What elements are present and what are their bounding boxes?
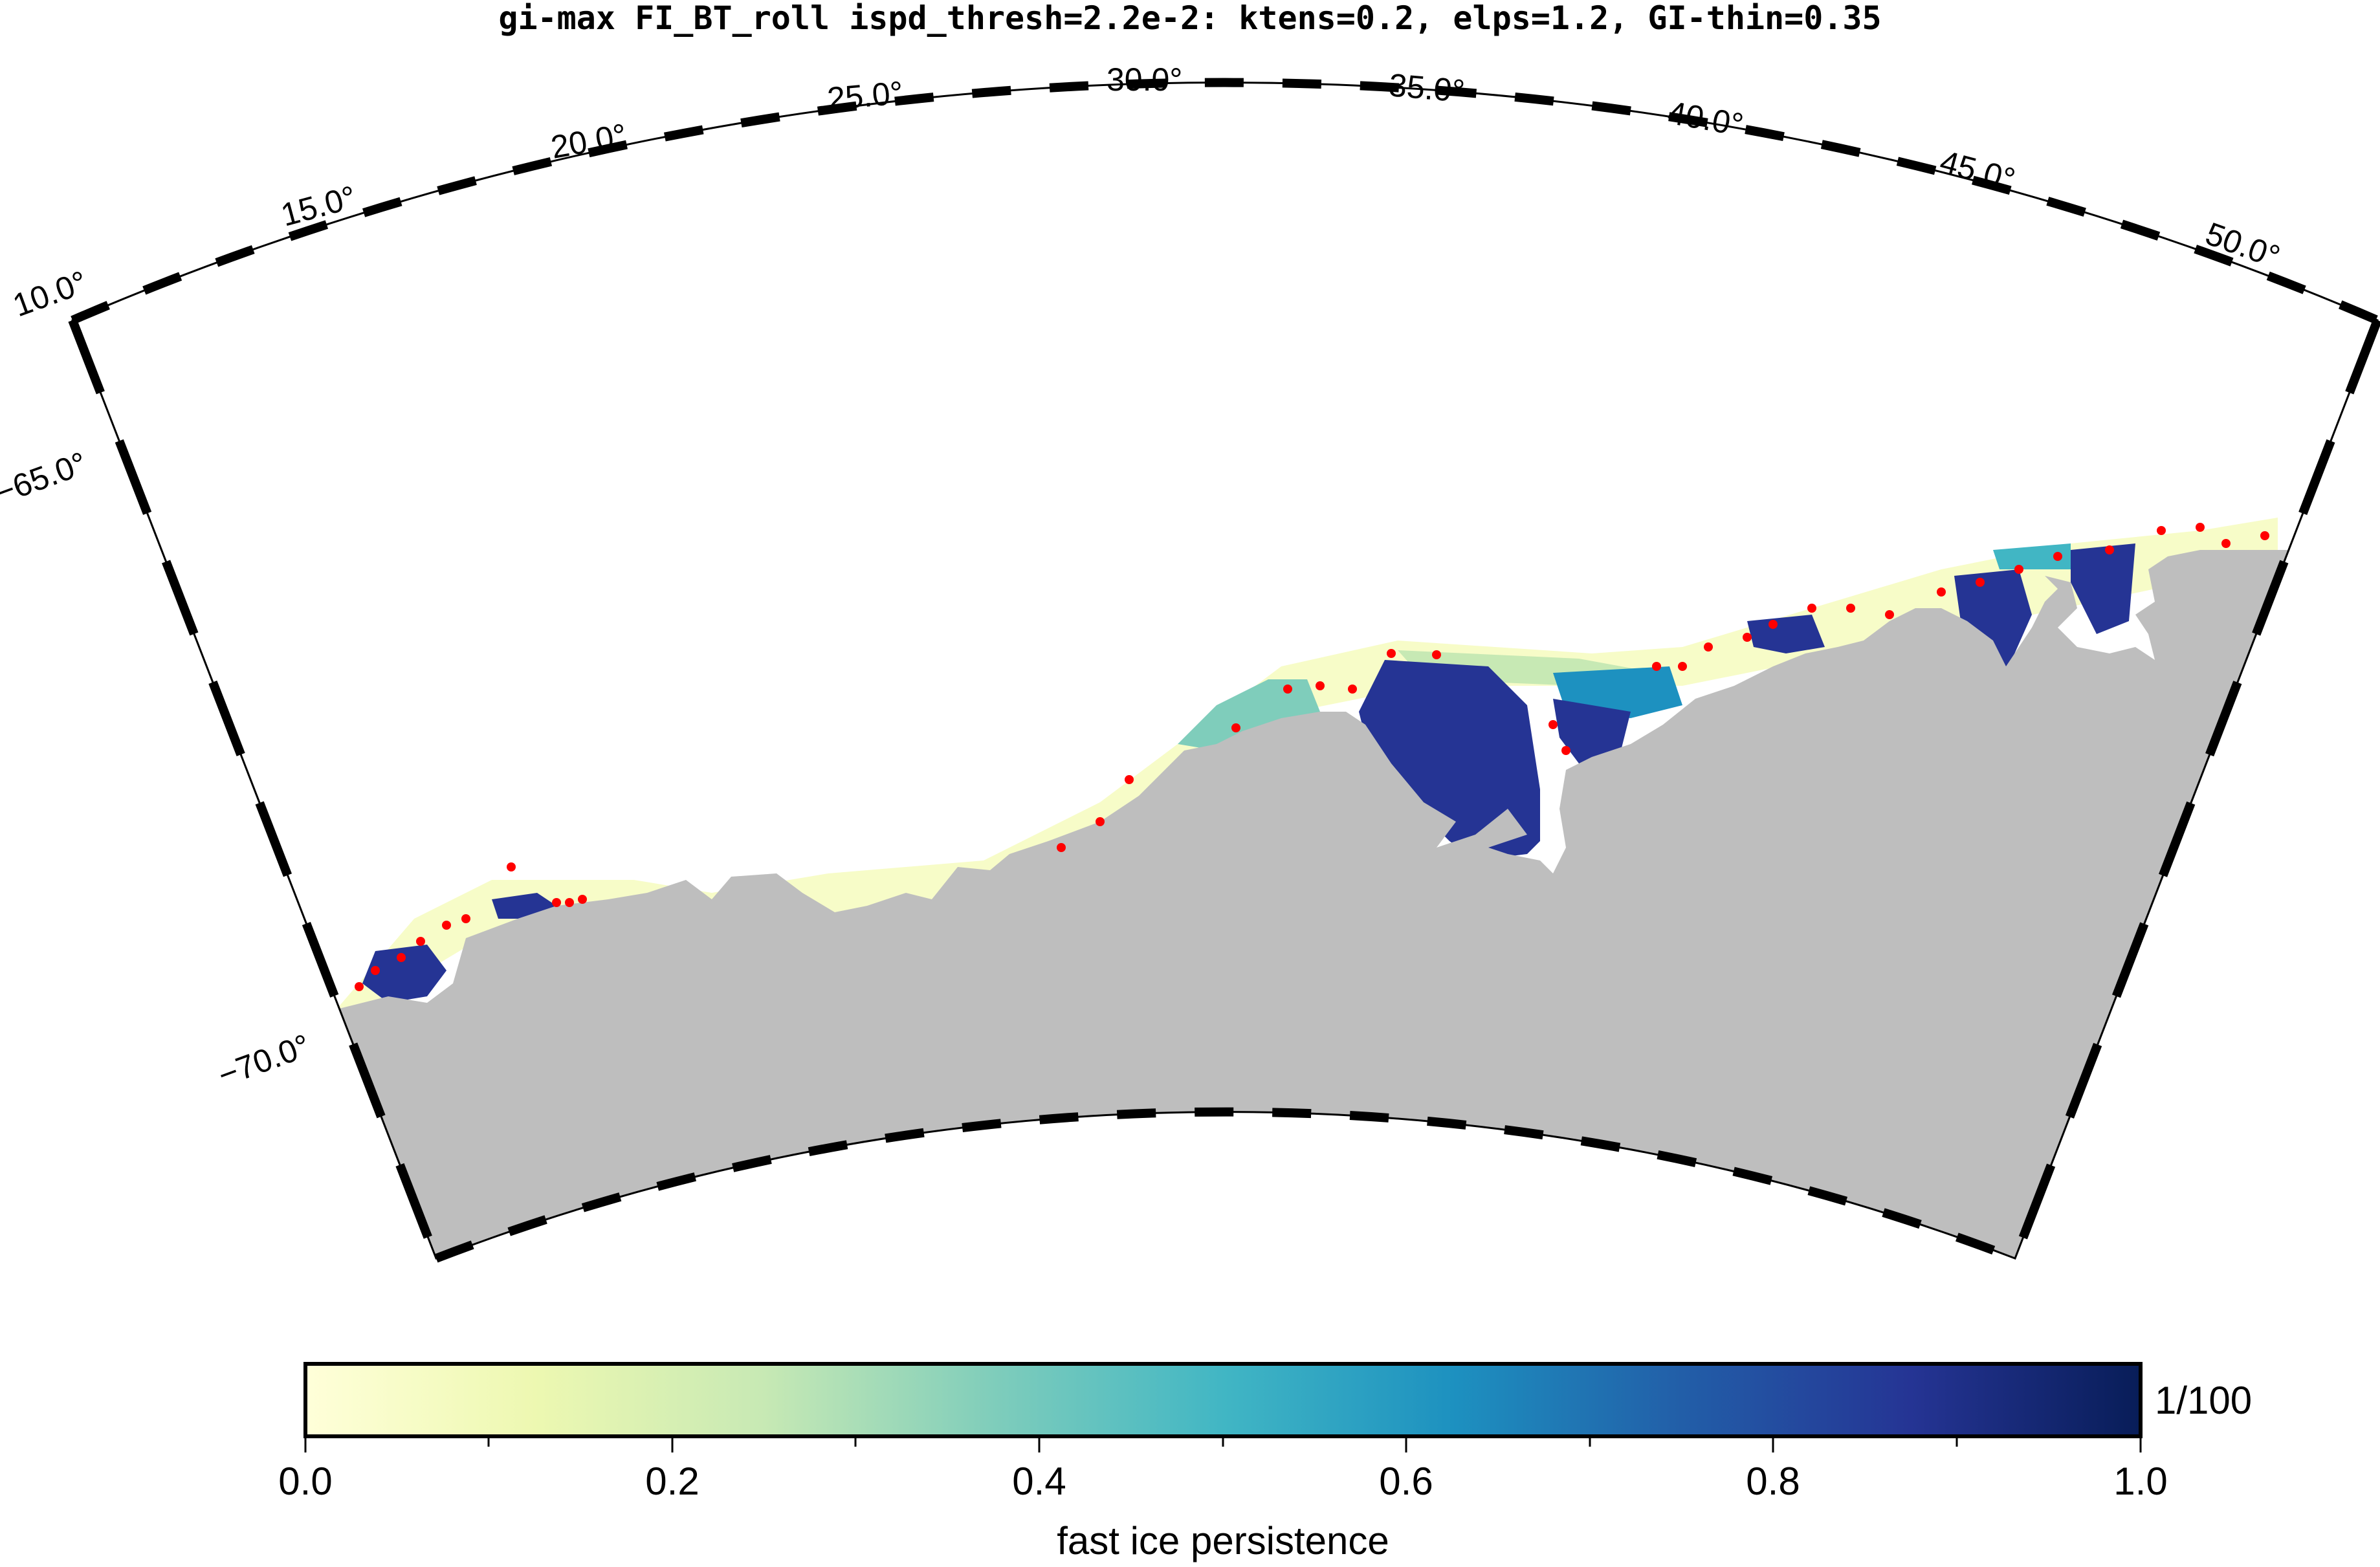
lon-label-25: 25.0°: [826, 74, 905, 117]
colorbar: 0.0 0.2 0.4 0.6 0.8 1.0 1/100 fast ice p…: [278, 1362, 2252, 1562]
iceberg-marker: [1768, 620, 1778, 629]
iceberg-marker: [2014, 565, 2023, 574]
iceberg-marker: [1387, 649, 1396, 658]
fast-ice-highest: [1747, 615, 1825, 653]
iceberg-marker: [1743, 633, 1752, 642]
colorbar-ticks: [304, 1436, 2142, 1452]
lon-label-30: 30.0°: [1107, 61, 1182, 98]
fast-ice-high: [1993, 543, 2071, 569]
iceberg-marker: [578, 895, 587, 904]
iceberg-marker: [1807, 604, 1816, 613]
lon-label-35: 35.0°: [1387, 67, 1466, 109]
map-title: gi-max FI_BT_roll ispd_thresh=2.2e-2: kt…: [498, 0, 1882, 37]
iceberg-marker: [355, 982, 364, 991]
frame-left-checkers: [68, 318, 441, 1260]
colorbar-gradient: [303, 1362, 2143, 1438]
iceberg-marker: [2196, 523, 2205, 532]
iceberg-marker: [2053, 552, 2062, 561]
cb-tick-label-4: 0.8: [1746, 1460, 1800, 1503]
iceberg-marker: [1846, 604, 1855, 613]
iceberg-marker: [1316, 681, 1325, 690]
iceberg-marker: [1704, 642, 1713, 652]
iceberg-marker: [2221, 539, 2231, 548]
cb-tick-label-2: 0.4: [1012, 1460, 1066, 1503]
fast-ice-highest: [1553, 699, 1631, 763]
lat-label-70: −70.0°: [214, 1027, 315, 1094]
iceberg-marker: [2260, 531, 2269, 540]
iceberg-marker: [552, 898, 561, 907]
fast-ice-moderate: [1178, 679, 1320, 751]
lat-label-65: −65.0°: [0, 445, 91, 512]
fast-ice-highest: [1359, 660, 1540, 860]
iceberg-marker: [1432, 650, 1441, 659]
iceberg-marker: [1976, 578, 1985, 587]
iceberg-marker: [1678, 662, 1687, 671]
iceberg-marker: [1548, 720, 1558, 729]
iceberg-marker: [416, 937, 425, 946]
iceberg-marker: [2157, 526, 2166, 535]
fast-ice-highest: [362, 945, 446, 1003]
iceberg-marker: [442, 921, 451, 930]
iceberg-marker: [1283, 685, 1292, 694]
fast-ice-highest: [2071, 543, 2135, 634]
iceberg-marker: [1885, 610, 1894, 619]
cb-tick-label-3: 0.6: [1379, 1460, 1433, 1503]
iceberg-marker: [1096, 817, 1105, 826]
fast-ice-field: [336, 518, 2278, 1009]
iceberg-marker: [461, 914, 470, 923]
iceberg-marker: [565, 898, 574, 907]
iceberg-marker: [1561, 746, 1570, 755]
colorbar-label: fast ice persistence: [1057, 1519, 1389, 1562]
frame-bottom-checkers: [434, 1107, 2017, 1263]
grounded-iceberg-markers: [355, 523, 2269, 991]
antarctic-land: [72, 550, 2377, 1259]
iceberg-marker: [1231, 723, 1240, 732]
longitude-labels: 10.0° 15.0° 20.0° 25.0° 30.0° 35.0° 40.0…: [8, 61, 2285, 323]
iceberg-marker: [507, 862, 516, 871]
iceberg-marker: [371, 966, 380, 975]
cb-tick-label-5: 1.0: [2113, 1460, 2167, 1503]
iceberg-marker: [1057, 843, 1066, 852]
colorbar-unit-note: 1/100: [2155, 1379, 2252, 1422]
cb-tick-label-0: 0.0: [278, 1460, 332, 1503]
iceberg-marker: [2105, 545, 2114, 554]
frame-top-checkers: [71, 78, 2379, 325]
iceberg-marker: [1937, 587, 1946, 597]
cb-tick-label-1: 0.2: [645, 1460, 699, 1503]
iceberg-marker: [1348, 685, 1357, 694]
iceberg-marker: [1652, 662, 1661, 671]
frame-right-checkers: [2011, 318, 2380, 1260]
map-frame: [68, 78, 2380, 1263]
iceberg-marker: [1125, 775, 1134, 784]
iceberg-marker: [397, 953, 406, 962]
